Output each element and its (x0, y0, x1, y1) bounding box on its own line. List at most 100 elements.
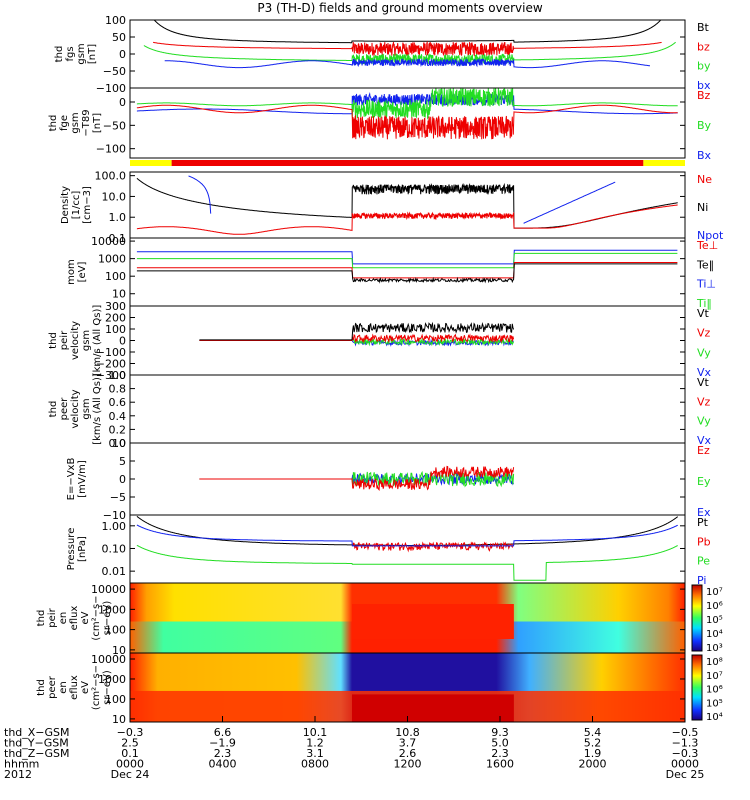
y-tick-label: 300 (105, 300, 126, 313)
colorbar-tick-label: 10⁷ (706, 587, 723, 598)
x-row-value: 5.0 (491, 737, 509, 750)
y-axis-label: fgs (65, 46, 76, 61)
y-tick-label: 0.01 (102, 565, 127, 578)
x-row-value: Dec 25 (666, 768, 705, 781)
legend-entry: Bt (697, 21, 710, 34)
y-tick-label: −200 (96, 358, 126, 371)
y-axis-label: (cm²−s− (91, 665, 102, 710)
series-line-blue (136, 249, 678, 265)
legend-entry: Vz (697, 395, 711, 408)
y-tick-label: 0.0 (109, 437, 127, 450)
colorbar-gradient (691, 584, 703, 652)
colorbar-gradient (691, 654, 703, 721)
x-row-value: 2.5 (121, 737, 139, 750)
colorbar-tick-label: 10⁶ (706, 685, 723, 696)
legend-entry: Vt (697, 376, 710, 389)
x-row-value: 0400 (209, 758, 237, 771)
panel-fge: 0 −50 −100 thd fge gsm −T89 [nT] Bz By Bx (48, 87, 712, 162)
y-axis-label: [km/s (All Qs)] (92, 373, 103, 445)
legend-entry: Bz (697, 89, 711, 102)
x-row-value: 10.8 (395, 726, 420, 739)
y-axis-label: gsm (81, 330, 92, 351)
y-tick-label: 1.00 (102, 520, 127, 533)
colorbar-tick-label: 10⁷ (706, 671, 723, 682)
x-row-value: 1200 (394, 758, 422, 771)
legend-entry: Bx (697, 149, 712, 162)
legend-entry: Vx (697, 366, 712, 379)
legend-entry: by (697, 60, 711, 73)
y-tick-label: 100 (105, 624, 126, 637)
legend-entry: Pi (697, 574, 706, 587)
y-axis-label: thd (54, 46, 65, 63)
y-axis-label: eV (80, 611, 91, 624)
colorbar-tick-label: 10⁸ (706, 657, 723, 668)
panel-temp: 10000 1000 100 10 mom [eV] Te⊥ Te‖ Ti⊥ Ti‖ (66, 235, 718, 310)
y-axis-label: thd (36, 679, 47, 696)
y-axis-label: gsm (70, 112, 81, 133)
y-tick-label: 10 (112, 437, 126, 450)
legend-entry: Ni (697, 201, 708, 214)
y-tick-label: −50 (103, 65, 126, 78)
panel-frame (129, 87, 686, 159)
legend-entry: Te⊥ (696, 239, 718, 252)
y-tick-label: 100 (105, 270, 126, 283)
legend-entry: Ti‖ (696, 297, 712, 310)
series-line-blue (136, 91, 678, 115)
figure-title: P3 (TH-D) fields and ground moments over… (257, 1, 542, 15)
legend-entry: bz (697, 40, 710, 53)
y-tick-label: 100.0 (95, 170, 127, 183)
legend-entry: Ey (697, 475, 711, 488)
colorbar-tick-label: 10³ (706, 643, 723, 654)
panel-peer_spec: 10⁸ 10⁷ 10⁶ 10⁵ 10⁴ 10000 1000 100 10 thd peer en ef… (36, 652, 723, 726)
y-axis-label: peir (59, 330, 70, 350)
spectrogram-plasma-sheet (352, 694, 514, 722)
y-axis-label: thd (36, 610, 47, 627)
legend-entry: Vt (697, 307, 710, 320)
colorbar-tick-label: 10⁵ (706, 698, 723, 709)
x-row-value: 1.2 (306, 737, 324, 750)
y-tick-label: 100 (105, 323, 126, 336)
x-row-value: −1.9 (209, 737, 236, 750)
y-axis-label: (cm²−s− (91, 595, 102, 640)
legend-entry: Vz (697, 327, 711, 340)
y-tick-label: 0.10 (102, 542, 127, 555)
legend-entry: Pt (697, 516, 709, 529)
x-row-value: Dec 24 (111, 768, 150, 781)
y-tick-label: 50 (112, 31, 126, 44)
y-tick-label: −10 (103, 509, 126, 522)
y-axis-label: thd (48, 332, 59, 349)
y-tick-label: −5 (110, 491, 126, 504)
state-bar-segment (643, 160, 685, 166)
y-tick-label: 1.0 (109, 211, 127, 224)
y-axis-label: peir (47, 607, 58, 627)
state-bar (130, 160, 685, 166)
y-axis-label: gsm (76, 43, 87, 64)
x-row-value: 3.1 (306, 747, 324, 760)
y-tick-label: 0.8 (109, 383, 127, 396)
y-tick-label: 0.2 (109, 423, 127, 436)
series-line-red (136, 204, 678, 235)
y-tick-label: 100 (105, 14, 126, 27)
y-tick-label: 1000 (98, 673, 126, 686)
series-line-red (199, 333, 515, 344)
y-axis-label: sr−eV) (102, 670, 113, 705)
series-line-black (130, 19, 685, 44)
x-row-value: 9.3 (491, 726, 509, 739)
series-line-red (153, 40, 662, 57)
legend-entry: Ti⊥ (696, 278, 716, 291)
y-axis-label: [1/cc] (71, 191, 82, 220)
legend-entry: Npot (697, 229, 724, 242)
colorbar-tick-label: 10⁵ (706, 615, 723, 626)
y-axis-label: [nPa] (77, 536, 88, 562)
y-tick-label: 100 (105, 693, 126, 706)
y-tick-label: 0.6 (109, 396, 127, 409)
y-tick-label: 10 (112, 713, 126, 726)
panel-efield: 10 5 0 −5 −10 E=−VxB [mV/m] Ez Ey Ex (66, 437, 711, 522)
y-axis-label: [km/s (All Qs)] (92, 305, 103, 377)
series-line-black (136, 515, 679, 546)
y-tick-label: 0.1 (109, 232, 127, 245)
y-tick-label: 1.0 (109, 369, 127, 382)
colorbar-tick-label: 10⁶ (706, 601, 723, 612)
x-row-value: 0800 (301, 758, 329, 771)
y-axis-label: eV (80, 681, 91, 694)
